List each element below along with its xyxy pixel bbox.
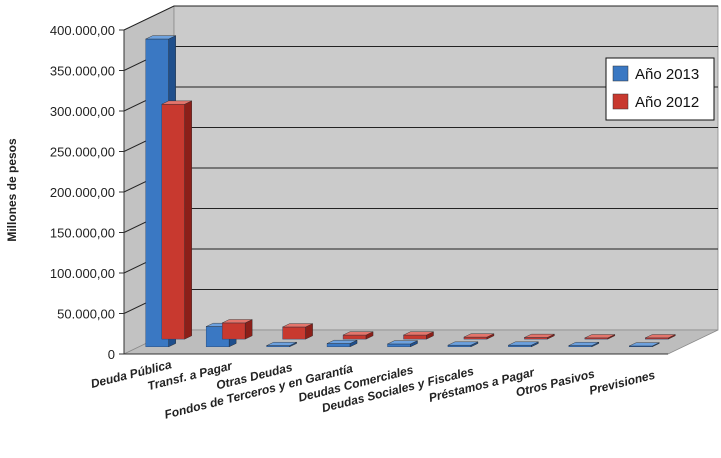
- bar-front: [326, 343, 351, 347]
- bar-top: [524, 333, 555, 338]
- bar-top: [508, 341, 539, 346]
- bar-2013: [508, 341, 539, 348]
- bar-front: [387, 343, 411, 347]
- y-axis-title: Millones de pesos: [5, 138, 19, 242]
- bar-side: [184, 100, 192, 340]
- bar-2012: [221, 319, 253, 340]
- bar-front: [463, 336, 488, 340]
- bar-top: [387, 340, 418, 345]
- bar-top: [282, 323, 313, 328]
- bar-2013: [326, 339, 358, 348]
- bar-front: [282, 326, 306, 340]
- bar-2013: [629, 342, 660, 348]
- y-tick-label: 0: [108, 347, 115, 362]
- bar-top: [403, 331, 434, 336]
- bar-top: [266, 342, 297, 346]
- bar-2012: [161, 100, 192, 340]
- bar-top: [645, 334, 676, 339]
- legend-label-2012: Año 2012: [635, 94, 699, 111]
- bar-2012: [403, 331, 434, 340]
- bar-2012: [584, 334, 616, 340]
- y-tick-label: 50.000,00: [57, 307, 115, 322]
- bar-top: [629, 342, 660, 347]
- axes: [119, 29, 668, 355]
- bar-2013: [266, 341, 297, 348]
- bar-2012: [463, 333, 495, 340]
- bar-front: [508, 344, 532, 347]
- bar-2013: [568, 341, 600, 348]
- legend-swatch-2012: [612, 93, 629, 110]
- bar-front: [447, 344, 472, 347]
- bar-front: [221, 322, 246, 340]
- legend-swatch-2013: [612, 65, 629, 82]
- y-tick-label: 100.000,00: [50, 266, 115, 281]
- bar-2012: [645, 334, 676, 340]
- bar-front: [342, 334, 367, 340]
- bar-top: [447, 341, 479, 346]
- bar-front: [161, 104, 185, 340]
- y-tick-label: 350.000,00: [50, 64, 115, 79]
- bar-2013: [387, 340, 418, 348]
- bar-2013: [447, 341, 479, 348]
- bar-top: [326, 340, 358, 344]
- legend: Año 2013 Año 2012: [605, 57, 715, 121]
- bar-2012: [524, 333, 555, 340]
- gridline: [123, 5, 718, 31]
- bar-front: [403, 334, 427, 340]
- bars: [145, 35, 676, 348]
- y-tick-label: 200.000,00: [50, 185, 115, 200]
- bar-top: [342, 331, 374, 336]
- x-tick-label: Previsiones: [588, 368, 657, 398]
- y-tick-label: 400.000,00: [50, 23, 115, 38]
- bar-2012: [342, 331, 374, 340]
- bar-top: [568, 342, 599, 346]
- bar-top: [584, 334, 615, 339]
- bar-top: [161, 100, 192, 105]
- y-tick-label: 150.000,00: [50, 226, 115, 241]
- bar-top: [222, 319, 253, 324]
- y-tick-labels: 0 50.000,00 100.000,00 150.000,00 200.000,00…: [50, 23, 115, 362]
- bar-top: [145, 35, 176, 40]
- bar-top: [463, 333, 495, 338]
- y-tick-label: 250.000,00: [50, 145, 115, 160]
- legend-label-2013: Año 2013: [635, 66, 699, 83]
- y-tick-label: 300.000,00: [50, 104, 115, 119]
- bar-front: [524, 337, 548, 340]
- bar-2012: [282, 323, 313, 340]
